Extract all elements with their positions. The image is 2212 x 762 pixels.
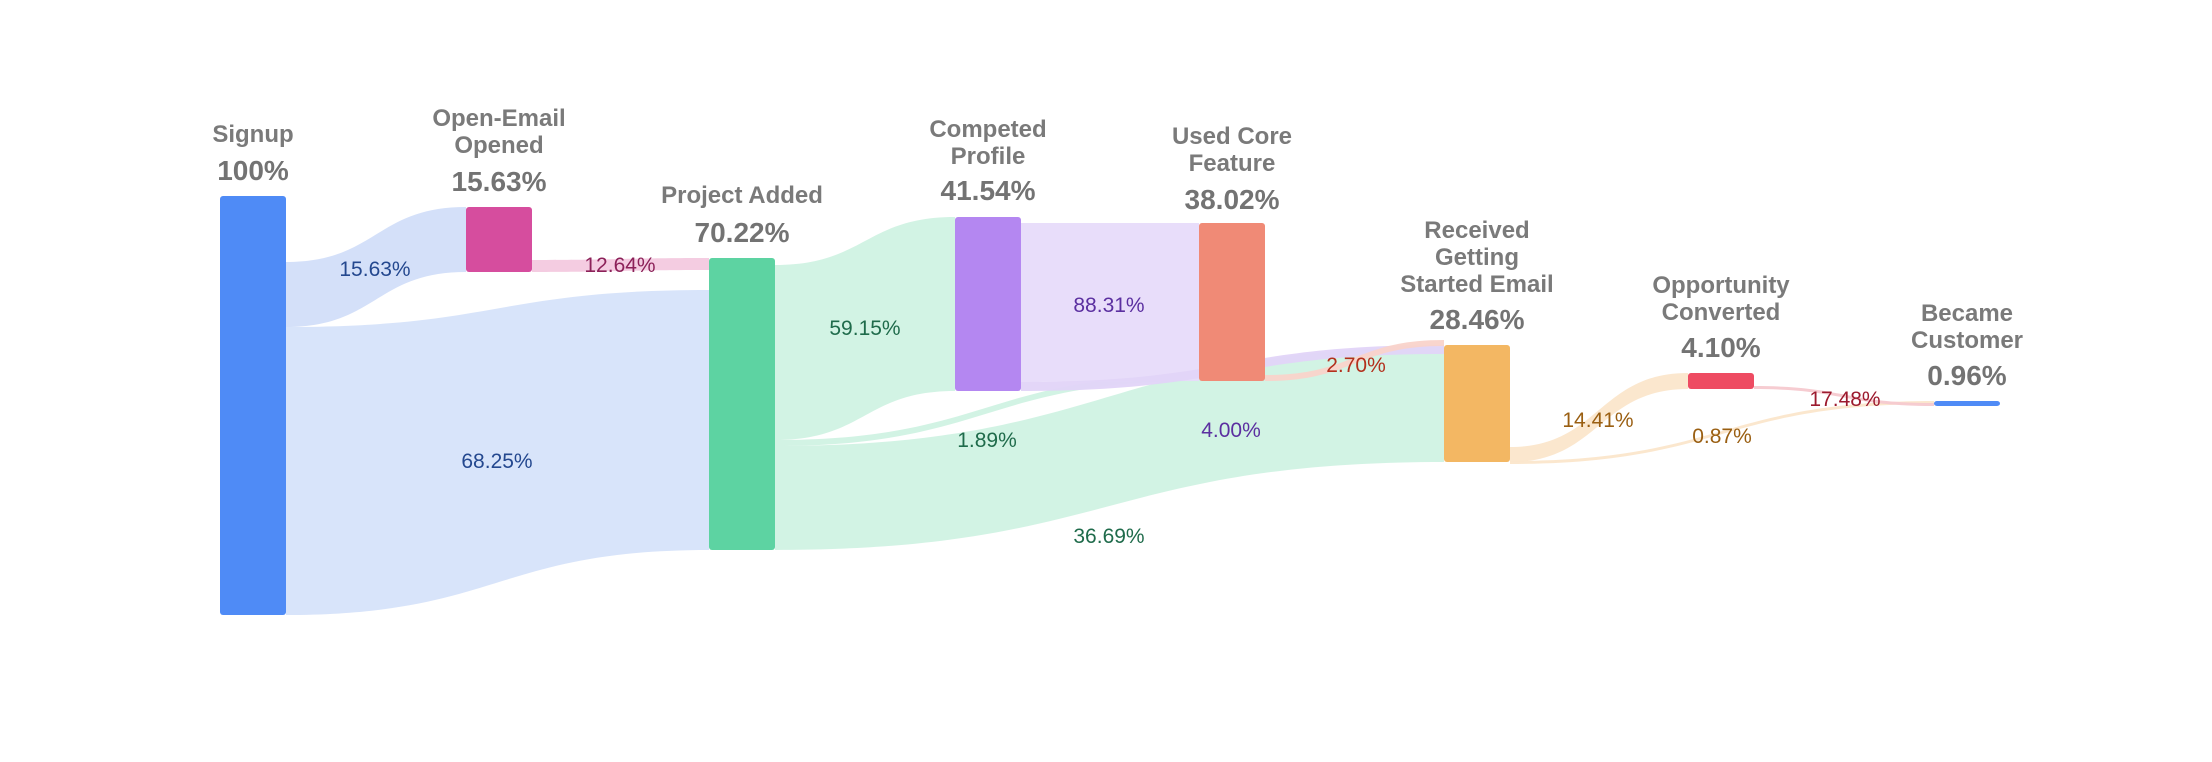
node-signup [220,196,286,615]
flow-label-used_core-to-received_email: 2.70% [1326,354,1386,377]
flow-label-opportunity-to-customer: 17.48% [1809,388,1880,411]
flow-signup-to-project_added [286,290,709,615]
node-title-customer: Became [1921,300,2013,327]
flow-label-project_added-to-completed_profile: 59.15% [829,317,900,340]
node-title-signup: Signup [212,121,293,148]
flow-completed_profile-to-used_core [1021,223,1199,382]
node-title-open_email: Opened [454,132,543,159]
node-title-completed_profile: Competed [929,116,1046,143]
node-title-used_core: Used Core [1172,123,1292,150]
flow-label-signup-to-project_added: 68.25% [461,450,532,473]
flow-label-open_email-to-project_added: 12.64% [584,254,655,277]
node-received_email [1444,345,1510,462]
labels-layer: 15.63% 68.25% 12.64% 59.15% 1.89% 36.69% 88.31… [212,105,2023,548]
node-title-completed_profile: Profile [951,143,1026,170]
flow-signup-to-open_email [286,207,466,327]
flow-project_added-to-received_email [775,347,1444,550]
flow-label-project_added-to-used_core: 1.89% [957,429,1017,452]
nodes-layer [220,196,2000,615]
node-opportunity [1688,373,1754,389]
flow-project_added-to-completed_profile [775,217,955,440]
flow-label-project_added-to-received_email: 36.69% [1073,525,1144,548]
node-percent-customer: 0.96% [1927,360,2006,391]
flow-label-signup-to-open_email: 15.63% [339,258,410,281]
node-title-opportunity: Opportunity [1652,272,1790,299]
node-title-opportunity: Converted [1662,299,1781,326]
node-used_core [1199,223,1265,381]
flow-label-completed_profile-to-used_core: 88.31% [1073,294,1144,317]
flow-received_email-to-customer [1510,401,1934,464]
flows-layer [286,207,1934,615]
node-percent-open_email: 15.63% [452,166,547,197]
flow-received_email-to-opportunity [1510,373,1688,462]
node-percent-completed_profile: 41.54% [941,175,1036,206]
flow-label-completed_profile-to-received_email: 4.00% [1201,419,1261,442]
node-completed_profile [955,217,1021,391]
node-project_added [709,258,775,550]
node-percent-project_added: 70.22% [695,217,790,248]
flow-project_added-to-used_core [775,375,1199,446]
node-customer [1934,401,2000,406]
flow-used_core-to-received_email [1265,340,1444,381]
node-title-received_email: Started Email [1400,271,1553,298]
node-percent-signup: 100% [217,155,289,186]
node-title-used_core: Feature [1189,150,1276,177]
node-percent-used_core: 38.02% [1185,184,1280,215]
node-title-project_added: Project Added [661,182,823,209]
flow-label-received_email-to-customer: 0.87% [1692,425,1752,448]
flow-opportunity-to-customer [1754,386,1934,406]
node-title-customer: Customer [1911,327,2023,354]
flow-label-received_email-to-opportunity: 14.41% [1562,409,1633,432]
node-title-open_email: Open-Email [432,105,565,132]
node-open_email [466,207,532,272]
node-title-received_email: Received [1424,217,1529,244]
flow-open_email-to-project_added [532,258,709,272]
node-percent-opportunity: 4.10% [1681,332,1760,363]
node-title-received_email: Getting [1435,244,1519,271]
node-percent-received_email: 28.46% [1430,304,1525,335]
